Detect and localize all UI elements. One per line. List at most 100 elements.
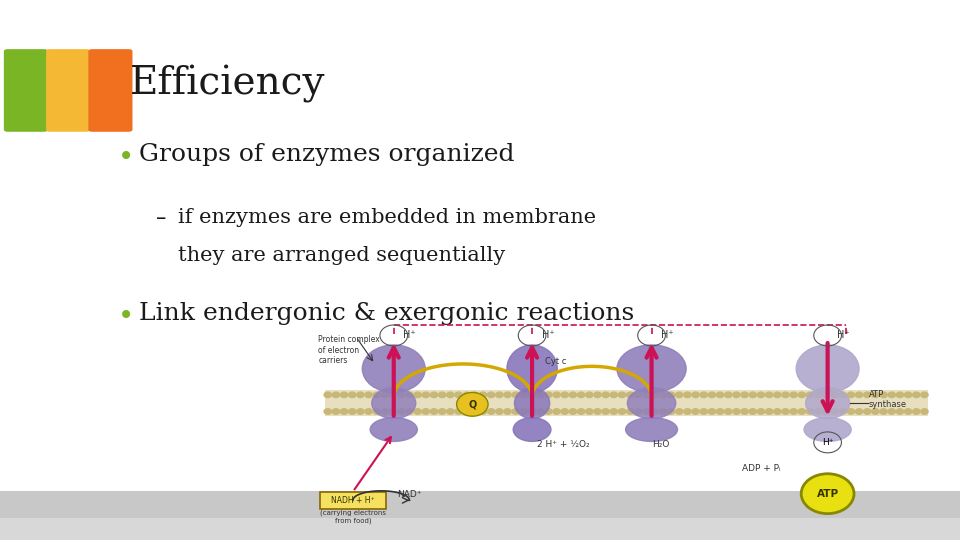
FancyBboxPatch shape [4,49,48,132]
Circle shape [798,392,805,397]
Circle shape [806,409,814,414]
Circle shape [439,409,445,414]
Text: Protein complex
of electron
carriers: Protein complex of electron carriers [319,335,380,365]
Circle shape [814,392,822,397]
Circle shape [471,409,478,414]
Circle shape [855,392,863,397]
Circle shape [373,409,380,414]
Circle shape [855,409,863,414]
Text: they are arranged sequentially: they are arranged sequentially [178,246,505,265]
Circle shape [381,392,389,397]
Circle shape [479,392,487,397]
Circle shape [732,392,740,397]
Circle shape [660,409,666,414]
Circle shape [913,409,920,414]
Circle shape [790,392,798,397]
Circle shape [864,392,871,397]
Circle shape [446,392,454,397]
Ellipse shape [805,388,850,418]
Circle shape [479,409,487,414]
Circle shape [765,409,773,414]
Circle shape [341,409,348,414]
Circle shape [332,392,340,397]
Circle shape [357,409,364,414]
Circle shape [700,409,708,414]
Circle shape [553,392,561,397]
FancyBboxPatch shape [46,49,90,132]
Circle shape [708,409,715,414]
Circle shape [716,409,724,414]
Circle shape [586,392,593,397]
Circle shape [913,392,920,397]
FancyBboxPatch shape [88,49,132,132]
Ellipse shape [371,417,418,441]
Circle shape [725,392,732,397]
Circle shape [488,392,494,397]
Circle shape [823,409,830,414]
Text: ATP
synthase: ATP synthase [869,390,906,409]
Circle shape [611,392,617,397]
Circle shape [798,409,805,414]
Circle shape [586,409,593,414]
Circle shape [651,392,659,397]
Circle shape [455,409,462,414]
Ellipse shape [804,417,852,441]
Ellipse shape [627,388,676,418]
Circle shape [602,392,610,397]
Text: •: • [118,302,134,330]
Circle shape [341,392,348,397]
Circle shape [708,392,715,397]
Circle shape [765,392,773,397]
Circle shape [618,392,626,397]
Text: 2 H⁺ + ½O₂: 2 H⁺ + ½O₂ [538,440,589,449]
Circle shape [757,392,764,397]
Text: ADP + Pᵢ: ADP + Pᵢ [742,464,780,473]
Text: NADH + H⁺: NADH + H⁺ [331,496,374,505]
Text: H⁺: H⁺ [403,330,416,340]
Circle shape [324,409,331,414]
Circle shape [446,409,454,414]
Circle shape [562,409,568,414]
Circle shape [635,409,642,414]
Circle shape [848,409,854,414]
Circle shape [422,409,429,414]
Circle shape [757,409,764,414]
Circle shape [749,392,756,397]
Text: Link endergonic & exergonic reactions: Link endergonic & exergonic reactions [139,302,635,326]
Text: Cyt c: Cyt c [544,357,566,366]
Circle shape [553,409,561,414]
Circle shape [888,409,896,414]
Circle shape [414,409,421,414]
Circle shape [831,392,838,397]
Circle shape [348,409,356,414]
Circle shape [324,392,331,397]
Text: Q: Q [468,400,476,409]
Circle shape [790,409,798,414]
Circle shape [406,409,413,414]
Circle shape [528,392,536,397]
Circle shape [921,392,928,397]
Circle shape [741,409,748,414]
Circle shape [390,392,396,397]
Circle shape [806,392,814,397]
Circle shape [365,409,372,414]
Circle shape [537,409,544,414]
Bar [0,491,960,540]
Circle shape [839,392,847,397]
Circle shape [839,409,847,414]
Text: H⁺: H⁺ [661,330,674,340]
Circle shape [781,409,789,414]
Circle shape [430,392,438,397]
Text: •: • [118,143,134,171]
Circle shape [602,409,610,414]
Circle shape [512,392,519,397]
Ellipse shape [515,388,550,418]
Circle shape [627,409,634,414]
Circle shape [660,392,666,397]
Circle shape [872,409,879,414]
Circle shape [741,392,748,397]
Text: H₂O: H₂O [652,440,670,449]
Circle shape [692,392,699,397]
Circle shape [684,392,691,397]
Circle shape [643,392,650,397]
